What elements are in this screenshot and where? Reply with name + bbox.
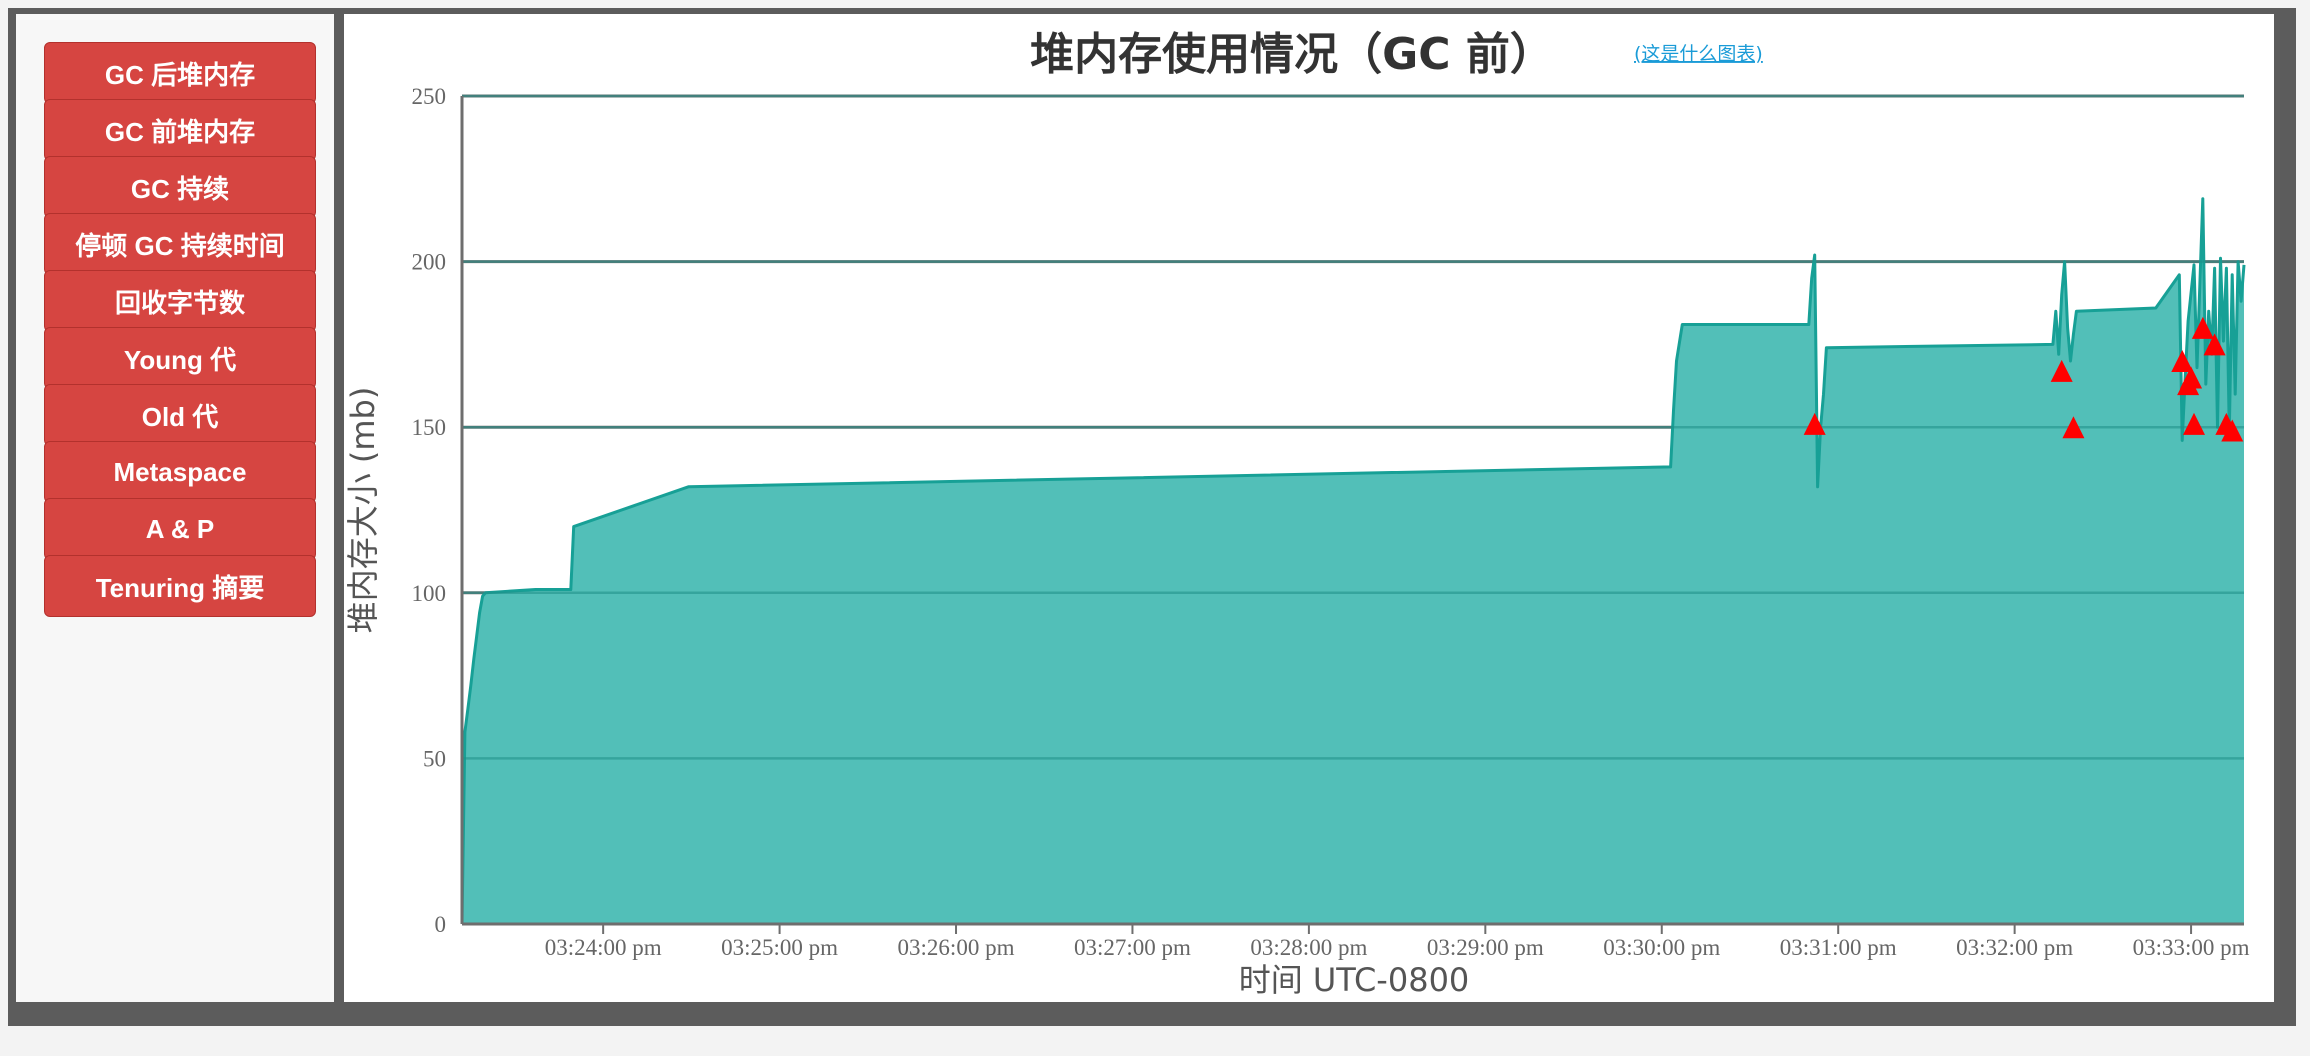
axes: 0 50 100 150 200 250 03:24:00 pm 03:25:00 pm 03:…: [412, 84, 2250, 960]
nav-button-young-gen[interactable]: Young 代: [44, 327, 316, 389]
x-tick-label: 03:32:00 pm: [1956, 935, 2073, 960]
gc-marker: [2221, 419, 2244, 442]
gc-marker: [2180, 366, 2203, 389]
x-tick-label: 03:33:00 pm: [2133, 935, 2250, 960]
gc-marker: [2183, 412, 2206, 435]
gc-markers: [1803, 316, 2244, 442]
x-tick-label: 03:30:00 pm: [1603, 935, 1720, 960]
nav-button-gc-duration[interactable]: GC 持续: [44, 156, 316, 218]
x-tick-label: 03:26:00 pm: [898, 935, 1015, 960]
x-tick-label: 03:29:00 pm: [1427, 935, 1544, 960]
nav-button-a-and-p[interactable]: A & P: [44, 498, 316, 560]
nav-button-tenuring[interactable]: Tenuring 摘要: [44, 555, 316, 617]
x-tick-label: 03:28:00 pm: [1250, 935, 1367, 960]
nav-button-old-gen[interactable]: Old 代: [44, 384, 316, 446]
gc-marker: [1803, 412, 1826, 435]
y-tick-label: 250: [412, 84, 447, 109]
y-axis-title: 堆内存大小 (mb): [344, 387, 382, 634]
chart-panel: 堆内存使用情况（GC 前） (这是什么图表) 0 50 100 150 200 250 03…: [344, 14, 2274, 1002]
chart-title: 堆内存使用情况（GC 前）: [1030, 29, 1554, 80]
y-tick-label: 200: [412, 250, 447, 275]
x-axis-title: 时间 UTC-0800: [1239, 961, 1470, 999]
x-tick-label: 03:31:00 pm: [1780, 935, 1897, 960]
help-link[interactable]: (这是什么图表): [1634, 43, 1763, 65]
y-tick-label: 0: [435, 912, 447, 937]
heap-chart: 堆内存使用情况（GC 前） (这是什么图表) 0 50 100 150 200 250 03…: [344, 29, 2250, 999]
nav-button-pause-duration[interactable]: 停顿 GC 持续时间: [44, 213, 316, 275]
sidebar: GC 后堆内存 GC 前堆内存 GC 持续 停顿 GC 持续时间 回收字节数 Y…: [16, 14, 334, 1002]
plot-area: [460, 94, 2246, 925]
y-tick-label: 50: [423, 746, 446, 771]
nav-button-metaspace[interactable]: Metaspace: [44, 441, 316, 503]
gc-marker: [2171, 349, 2194, 372]
gc-marker: [2203, 333, 2226, 356]
y-tick-label: 100: [412, 581, 447, 606]
gc-marker: [2062, 416, 2085, 439]
nav-button-heap-after-gc[interactable]: GC 后堆内存: [44, 42, 316, 104]
nav-button-heap-before-gc[interactable]: GC 前堆内存: [44, 99, 316, 161]
x-tick-label: 03:24:00 pm: [545, 935, 662, 960]
gc-marker: [2050, 359, 2073, 382]
gc-marker: [2191, 316, 2214, 339]
x-tick-label: 03:27:00 pm: [1074, 935, 1191, 960]
heap-area: [462, 198, 2244, 924]
y-tick-label: 150: [412, 415, 447, 440]
x-tick-label: 03:25:00 pm: [721, 935, 838, 960]
nav-button-reclaimed-bytes[interactable]: 回收字节数: [44, 270, 316, 332]
